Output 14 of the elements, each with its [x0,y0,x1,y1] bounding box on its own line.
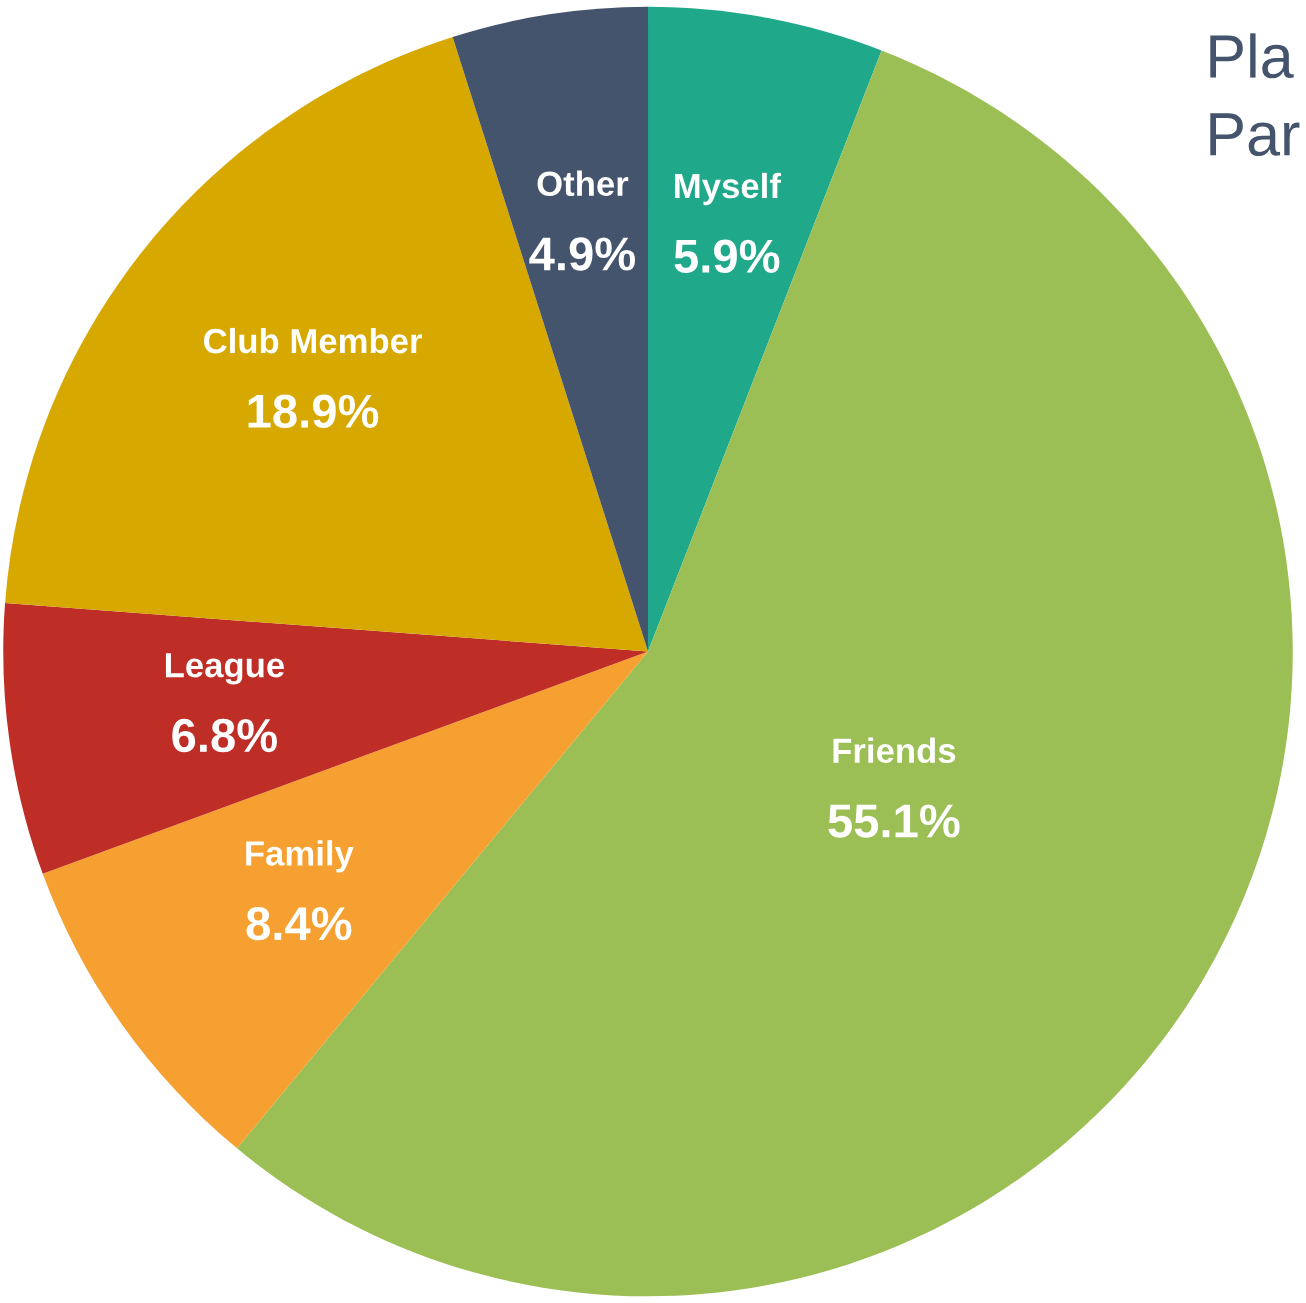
slice-label: Other [537,170,629,197]
data-label: 8.4% [246,906,352,941]
text: Pla [1210,33,1294,79]
slice-label: Friends [833,737,956,764]
data-label: 18.9% [248,394,379,429]
data-label: 5.9% [674,239,780,273]
slice-label: Club Member [204,327,422,354]
text: Par [1210,113,1300,156]
slice-label: League [165,653,285,685]
data-label: 4.9% [529,237,636,271]
data-label: 55.1% [828,804,960,838]
slice-label: Myself [675,172,781,206]
data-label: 6.8% [172,718,277,753]
slice-label: Family [246,840,354,873]
